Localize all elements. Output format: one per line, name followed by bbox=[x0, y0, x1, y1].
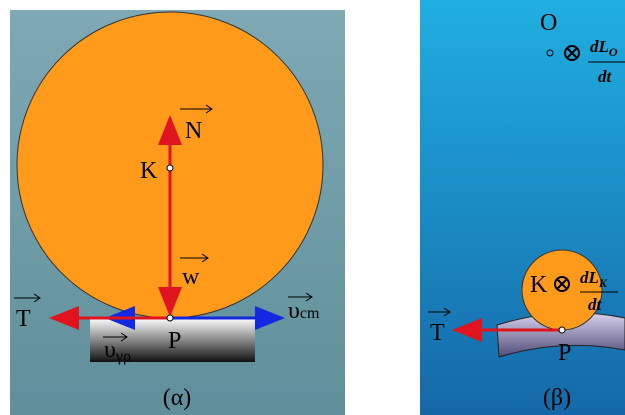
label: dt bbox=[588, 295, 603, 314]
point-p bbox=[559, 327, 565, 333]
label: K bbox=[140, 158, 158, 184]
numerator: dL bbox=[590, 37, 609, 56]
label: P bbox=[168, 328, 181, 354]
point-k bbox=[167, 165, 173, 171]
caption: (α) bbox=[163, 385, 192, 411]
label: w bbox=[182, 264, 200, 290]
label: N bbox=[185, 118, 202, 144]
subscript: γρ bbox=[115, 348, 131, 365]
label: O bbox=[540, 10, 557, 36]
panel-b: O dLO dt K dLK dt T P (β) bbox=[420, 0, 625, 415]
label: P bbox=[558, 340, 571, 366]
numerator: dL bbox=[580, 268, 599, 287]
label: T bbox=[16, 306, 31, 332]
label: K bbox=[530, 272, 548, 298]
label: dt bbox=[598, 67, 613, 86]
point-p bbox=[167, 315, 173, 321]
diagram: N K w T υcm υγρ P (α) O dLO dt K dLK dt … bbox=[0, 0, 625, 415]
subscript: K bbox=[598, 276, 608, 290]
subscript: cm bbox=[300, 305, 320, 322]
label: T bbox=[430, 320, 445, 346]
symbol: υ bbox=[288, 298, 300, 324]
caption: (β) bbox=[543, 385, 571, 411]
panel-a: N K w T υcm υγρ P (α) bbox=[10, 10, 345, 415]
subscript: O bbox=[609, 45, 618, 59]
symbol: υ bbox=[104, 337, 116, 363]
